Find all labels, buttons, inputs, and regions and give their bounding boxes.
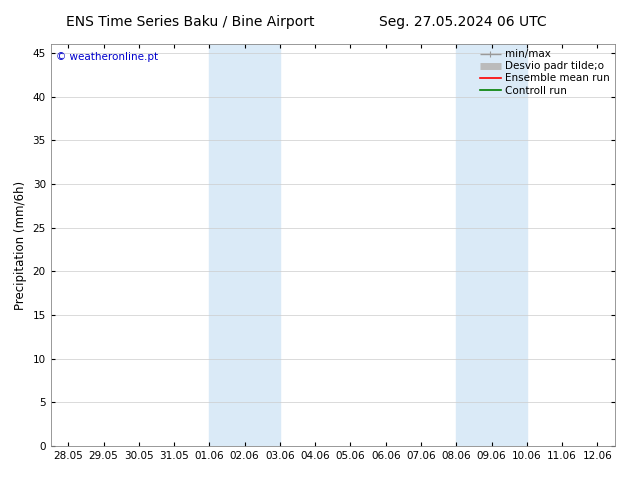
Y-axis label: Precipitation (mm/6h): Precipitation (mm/6h)	[14, 180, 27, 310]
Text: Seg. 27.05.2024 06 UTC: Seg. 27.05.2024 06 UTC	[379, 15, 547, 29]
Text: ENS Time Series Baku / Bine Airport: ENS Time Series Baku / Bine Airport	[66, 15, 314, 29]
Bar	[456, 44, 527, 446]
Legend: min/max, Desvio padr tilde;o, Ensemble mean run, Controll run: min/max, Desvio padr tilde;o, Ensemble m…	[480, 49, 610, 96]
Bar	[209, 44, 280, 446]
Text: © weatheronline.pt: © weatheronline.pt	[56, 52, 158, 62]
